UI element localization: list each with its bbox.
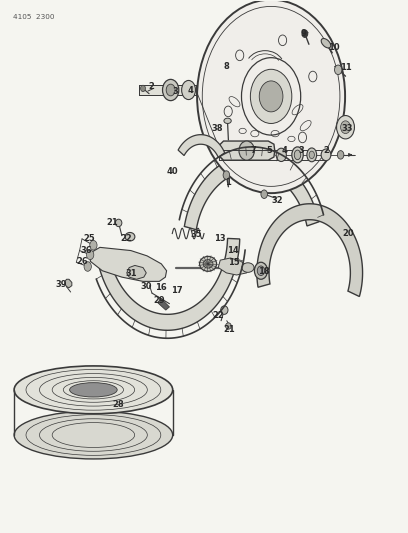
Ellipse shape — [166, 84, 175, 96]
Circle shape — [259, 81, 283, 112]
Ellipse shape — [14, 411, 173, 459]
Text: 39: 39 — [55, 280, 67, 289]
Ellipse shape — [182, 80, 195, 100]
Text: 4105  2300: 4105 2300 — [13, 14, 54, 20]
Text: 15: 15 — [228, 258, 240, 266]
Text: 28: 28 — [112, 400, 124, 409]
Circle shape — [335, 65, 342, 75]
Circle shape — [261, 190, 267, 198]
Text: 40: 40 — [166, 167, 178, 176]
Ellipse shape — [239, 141, 255, 160]
Ellipse shape — [307, 148, 317, 162]
Text: 32: 32 — [271, 196, 283, 205]
Circle shape — [90, 240, 97, 250]
Polygon shape — [218, 258, 249, 275]
Text: 30: 30 — [140, 282, 152, 291]
Ellipse shape — [257, 266, 264, 276]
Text: 8: 8 — [224, 62, 229, 71]
Text: 22: 22 — [212, 311, 224, 320]
Ellipse shape — [70, 383, 117, 397]
Circle shape — [141, 85, 145, 92]
Text: 16: 16 — [155, 283, 166, 292]
Text: 5: 5 — [266, 146, 272, 155]
Text: 33: 33 — [341, 124, 353, 133]
Text: 22: 22 — [120, 235, 132, 244]
Text: 20: 20 — [343, 229, 354, 238]
Circle shape — [337, 151, 344, 159]
Circle shape — [341, 121, 350, 134]
Text: 2: 2 — [323, 146, 329, 155]
Text: 4: 4 — [188, 85, 194, 94]
Ellipse shape — [224, 118, 231, 124]
Text: 36: 36 — [80, 246, 92, 255]
Polygon shape — [139, 85, 196, 95]
Ellipse shape — [321, 149, 331, 161]
Ellipse shape — [203, 260, 213, 268]
Text: 21: 21 — [223, 325, 235, 334]
Polygon shape — [220, 141, 275, 160]
Polygon shape — [127, 265, 146, 279]
Text: 10: 10 — [328, 43, 340, 52]
Text: 2: 2 — [148, 82, 154, 91]
Text: 38: 38 — [211, 124, 223, 133]
Ellipse shape — [162, 79, 179, 101]
Ellipse shape — [115, 219, 122, 227]
Ellipse shape — [221, 306, 228, 314]
Text: 4: 4 — [282, 146, 288, 155]
Polygon shape — [65, 279, 72, 288]
Circle shape — [197, 0, 345, 193]
Circle shape — [84, 262, 91, 271]
Text: 1: 1 — [225, 178, 231, 187]
Text: 31: 31 — [126, 270, 137, 278]
Ellipse shape — [242, 263, 254, 272]
Circle shape — [302, 30, 308, 37]
Circle shape — [337, 116, 355, 139]
Text: 11: 11 — [339, 63, 351, 72]
Text: 3: 3 — [173, 86, 178, 95]
Ellipse shape — [294, 150, 301, 160]
Text: 21: 21 — [106, 219, 118, 228]
Ellipse shape — [255, 262, 267, 279]
Text: 25: 25 — [84, 235, 95, 244]
Text: 29: 29 — [153, 296, 165, 305]
Ellipse shape — [200, 256, 217, 271]
Text: 18: 18 — [258, 268, 270, 276]
Text: 9: 9 — [301, 29, 306, 38]
Ellipse shape — [125, 232, 135, 241]
Text: 35: 35 — [190, 230, 202, 239]
Circle shape — [86, 250, 94, 260]
Text: 13: 13 — [214, 235, 225, 244]
Ellipse shape — [321, 38, 331, 48]
Circle shape — [251, 69, 292, 124]
Text: 26: 26 — [76, 257, 88, 265]
Ellipse shape — [292, 147, 303, 163]
Ellipse shape — [309, 151, 315, 159]
Polygon shape — [157, 298, 169, 310]
Ellipse shape — [226, 323, 231, 329]
Polygon shape — [178, 135, 225, 158]
Text: 7: 7 — [251, 146, 257, 155]
Text: 14: 14 — [226, 246, 238, 255]
Ellipse shape — [276, 148, 286, 161]
Polygon shape — [99, 238, 240, 330]
Polygon shape — [184, 155, 319, 230]
Circle shape — [223, 171, 230, 179]
Ellipse shape — [14, 366, 173, 414]
Text: 3: 3 — [299, 146, 304, 155]
Text: 17: 17 — [171, 286, 182, 295]
Polygon shape — [257, 204, 363, 296]
Polygon shape — [90, 247, 166, 281]
